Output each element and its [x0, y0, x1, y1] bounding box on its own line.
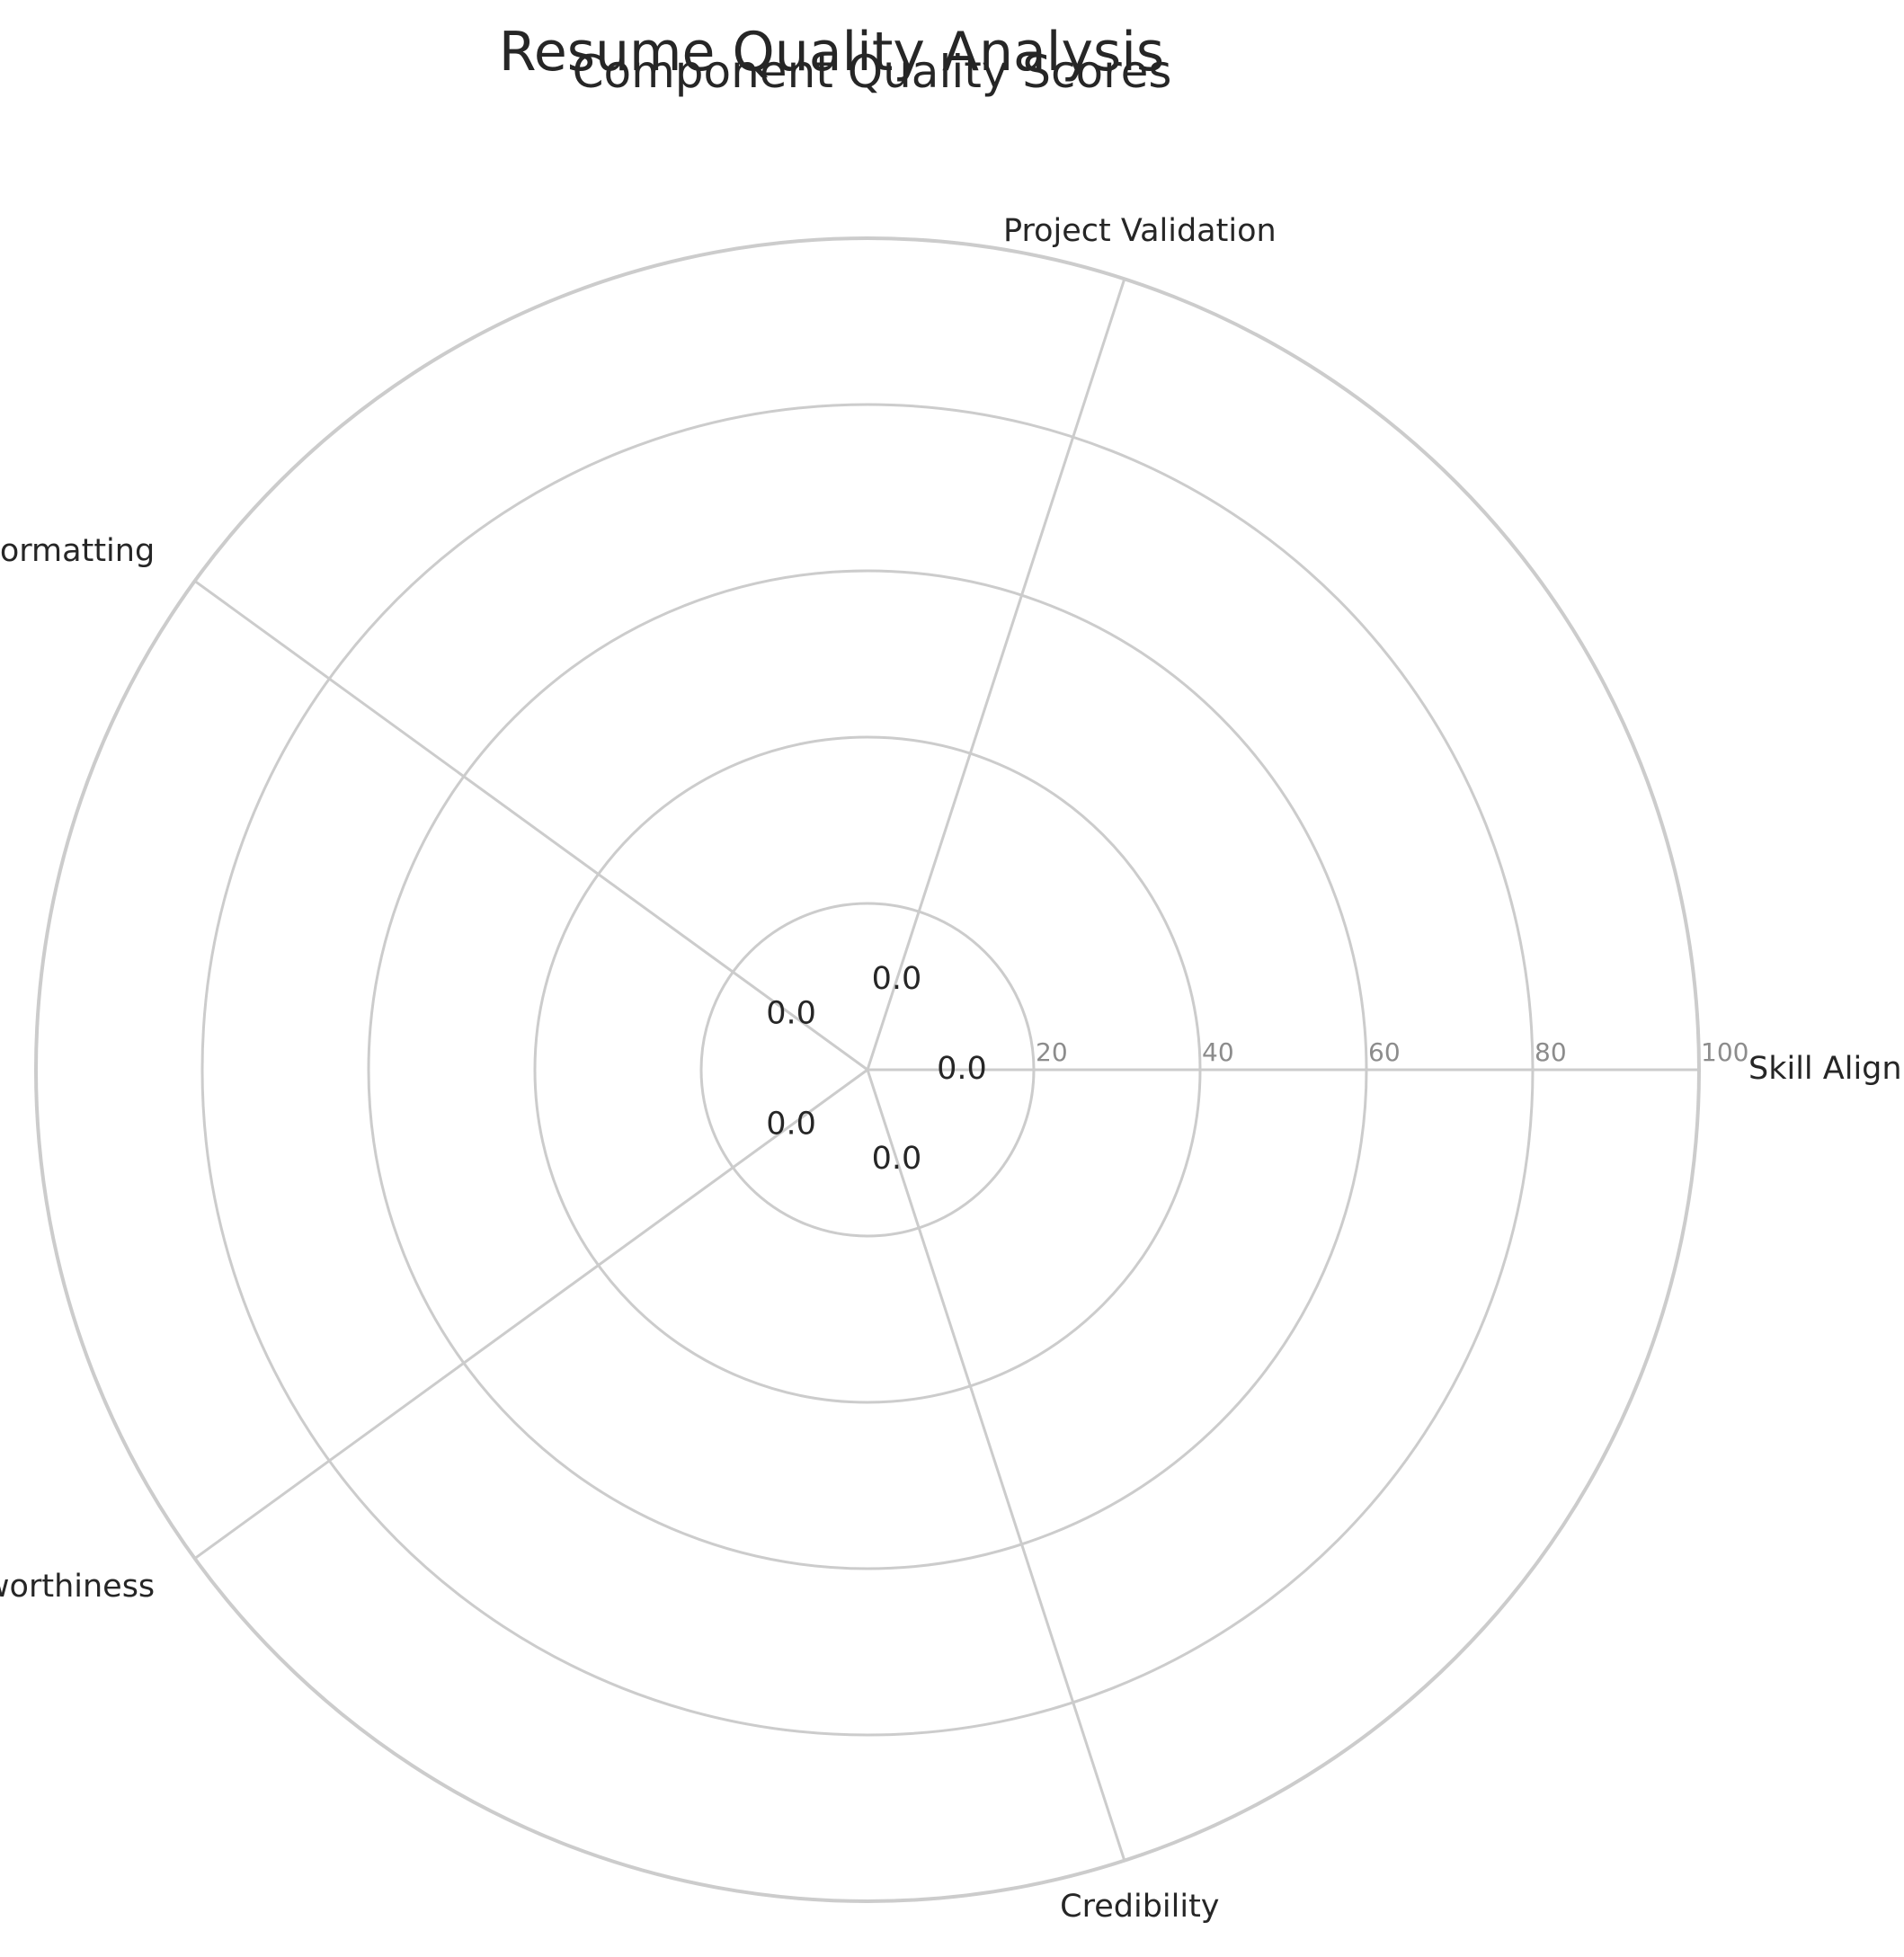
rtick-label-20: 20	[1036, 1037, 1068, 1067]
spoke-formatting	[193, 580, 868, 1072]
rtick-label-100: 100	[1701, 1037, 1748, 1067]
value-label-skill-alignment: 0.0	[937, 1051, 987, 1087]
category-label-skill-alignment: Skill Alignment	[1748, 1051, 1904, 1087]
chart-title: Component Quality Scores	[573, 46, 1172, 98]
value-labels: 0.0 0.0 0.0 0.0 0.0	[766, 961, 987, 1177]
spoke-credibility	[866, 1069, 1126, 1862]
value-label-credibility: 0.0	[872, 1141, 922, 1177]
rtick-label-40: 40	[1202, 1037, 1234, 1067]
value-label-formatting: 0.0	[766, 995, 816, 1031]
category-label-project-validation: Project Validation	[1003, 213, 1277, 249]
category-label-formatting: Formatting	[0, 533, 155, 569]
chart-suptitle: Resume Quality Analysis	[499, 21, 1164, 84]
value-label-project-validation: 0.0	[872, 961, 922, 997]
category-label-credibility: Credibility	[1060, 1889, 1219, 1925]
spoke-project-validation	[866, 278, 1126, 1071]
spoke-trustworthiness	[193, 1068, 868, 1560]
value-label-trustworthiness: 0.0	[766, 1107, 816, 1143]
category-label-trustworthiness: Trustworthiness	[0, 1569, 155, 1605]
radial-tick-labels: 20 40 60 80 100	[1036, 1037, 1748, 1067]
rtick-label-80: 80	[1535, 1037, 1567, 1067]
rtick-label-60: 60	[1368, 1037, 1401, 1067]
angular-spokes	[193, 278, 1699, 1862]
category-labels: Skill Alignment Project Validation Formatt…	[0, 213, 1904, 1925]
